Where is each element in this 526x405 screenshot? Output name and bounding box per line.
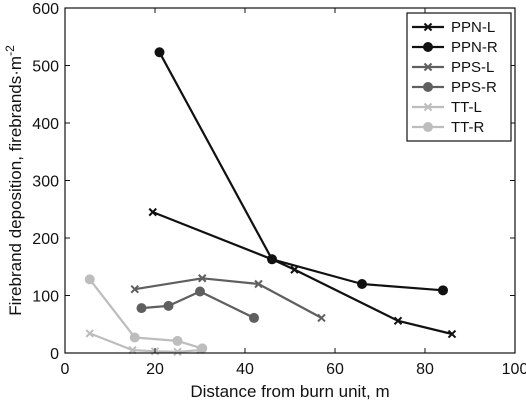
legend-label: PPN-L xyxy=(451,19,495,36)
series-line-tt-r xyxy=(88,278,203,350)
x-tick-label: 100 xyxy=(502,361,526,378)
legend-item-ppn-r: PPN-R xyxy=(412,39,498,56)
legend-label: PPN-R xyxy=(451,39,498,56)
ticks-layer: 0 20 40 60 80 100 0 100 200 300 400 500 600 xyxy=(32,1,526,378)
data-point-pps-l xyxy=(198,274,207,283)
series-ppn-l xyxy=(148,207,457,339)
series-line-pps-l xyxy=(134,277,323,319)
y-tick-label: 300 xyxy=(32,174,59,191)
legend-item-pps-r: PPS-R xyxy=(412,79,497,96)
legend-swatch-marker xyxy=(423,22,433,32)
x-tick-label: 80 xyxy=(416,361,434,378)
legend-item-tt-l: TT-L xyxy=(412,99,482,116)
data-point-ppn-r xyxy=(154,47,165,58)
y-tick-label: 500 xyxy=(32,59,59,76)
legend-item-ppn-l: PPN-L xyxy=(412,19,495,36)
legend-swatch-marker xyxy=(423,122,433,132)
legend-swatch-marker xyxy=(423,82,433,92)
legend-swatch-marker xyxy=(423,42,433,52)
data-point-pps-l xyxy=(130,284,139,294)
y-tick-label: 600 xyxy=(32,1,59,18)
y-tick-label: 100 xyxy=(32,289,59,306)
y-tick-label: 0 xyxy=(50,346,59,363)
data-point-tt-l xyxy=(173,347,182,357)
data-point-ppn-l xyxy=(393,316,403,326)
x-axis-label: Distance from burn unit, m xyxy=(190,382,389,401)
data-point-pps-l xyxy=(254,279,263,289)
data-point-ppn-r xyxy=(357,279,367,289)
legend-item-tt-r: TT-R xyxy=(412,119,484,136)
series-line-ppn-l xyxy=(152,211,453,336)
x-tick-label: 20 xyxy=(146,361,164,378)
data-point-ppn-r xyxy=(438,285,448,296)
data-point-tt-r xyxy=(84,274,95,285)
y-axis-label-superscript: -2 xyxy=(3,45,17,56)
legend-label: PPS-R xyxy=(451,79,497,96)
legend-swatch-marker xyxy=(423,102,433,112)
series-pps-l xyxy=(130,274,326,323)
data-point-pps-r xyxy=(136,303,147,314)
y-axis-label-text: Firebrand deposition, firebrands·m xyxy=(6,56,25,316)
legend-label: TT-R xyxy=(451,119,484,136)
data-point-ppn-l xyxy=(447,329,457,339)
y-tick-label: 200 xyxy=(32,231,59,248)
data-point-tt-l xyxy=(85,329,94,338)
legend-label: TT-L xyxy=(451,99,482,116)
legend-box xyxy=(406,12,512,142)
legend: PPN-L PPN-R PPS-L PPS-R TT-L TT-R xyxy=(406,12,512,142)
data-point-ppn-r xyxy=(267,254,277,265)
data-point-tt-r xyxy=(129,332,140,343)
data-point-ppn-l xyxy=(290,265,299,274)
x-tick-label: 0 xyxy=(61,361,70,378)
series-ppn-r xyxy=(154,47,448,296)
data-point-pps-r xyxy=(163,300,174,311)
data-point-pps-r xyxy=(249,312,259,323)
series-pps-r xyxy=(136,286,259,323)
data-point-pps-l xyxy=(317,313,326,323)
data-point-pps-r xyxy=(195,286,205,297)
y-axis-label: Firebrand deposition, firebrands·m-2 xyxy=(3,45,25,316)
legend-item-pps-l: PPS-L xyxy=(412,59,494,76)
data-point-tt-r xyxy=(172,335,183,346)
x-tick-label: 40 xyxy=(236,361,254,378)
x-tick-label: 60 xyxy=(326,361,344,378)
series-layer xyxy=(84,47,457,357)
series-line-ppn-r xyxy=(158,51,444,292)
data-point-tt-r xyxy=(197,343,208,354)
data-point-ppn-l xyxy=(148,207,157,217)
legend-swatch-marker xyxy=(423,62,433,72)
series-tt-r xyxy=(84,274,208,354)
series-line-pps-r xyxy=(141,290,255,319)
y-tick-label: 400 xyxy=(32,116,59,133)
legend-label: PPS-L xyxy=(451,59,494,76)
